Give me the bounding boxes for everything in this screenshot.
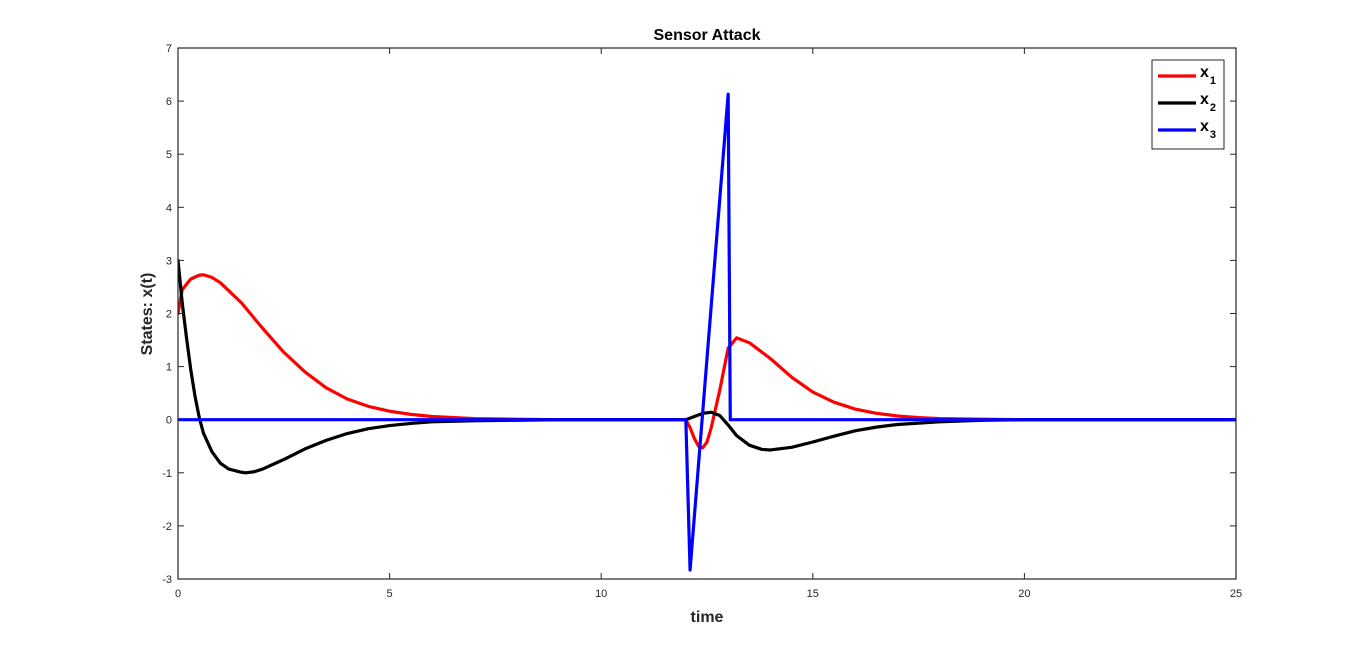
y-tick-label: 1	[166, 362, 172, 374]
y-axis-label: States: x(t)	[139, 273, 156, 356]
plot-area	[178, 48, 1236, 579]
y-tick-label: 3	[166, 255, 172, 267]
x-tick-label: 5	[387, 588, 393, 600]
x-axis-label: time	[691, 609, 724, 626]
x-tick-label: 20	[1018, 588, 1030, 600]
chart-title: Sensor Attack	[654, 27, 761, 44]
legend-subscript: 3	[1210, 129, 1216, 141]
y-tick-label: 0	[166, 415, 172, 427]
legend-subscript: 2	[1210, 102, 1216, 114]
y-tick-label: 7	[166, 43, 172, 55]
x-tick-label: 0	[175, 588, 181, 600]
y-tick-label: -3	[162, 574, 172, 586]
x-tick-label: 25	[1230, 588, 1242, 600]
series-line-x3	[178, 92, 1236, 572]
legend-subscript: 1	[1210, 75, 1216, 87]
y-tick-label: -1	[162, 468, 172, 480]
x-tick-label: 10	[595, 588, 607, 600]
y-tick-label: 2	[166, 309, 172, 321]
x-tick-label: 15	[807, 588, 819, 600]
y-tick-label: 5	[166, 149, 172, 161]
y-tick-label: 4	[166, 202, 172, 214]
series-line-x1	[178, 273, 1236, 450]
y-tick-label: 6	[166, 96, 172, 108]
axes: 0 5 10 15 20 25 -3 -2 -1 0 1 2 3 4 5 6 7	[162, 43, 1242, 600]
plot-background	[178, 48, 1236, 579]
y-tick-label: -2	[162, 521, 172, 533]
